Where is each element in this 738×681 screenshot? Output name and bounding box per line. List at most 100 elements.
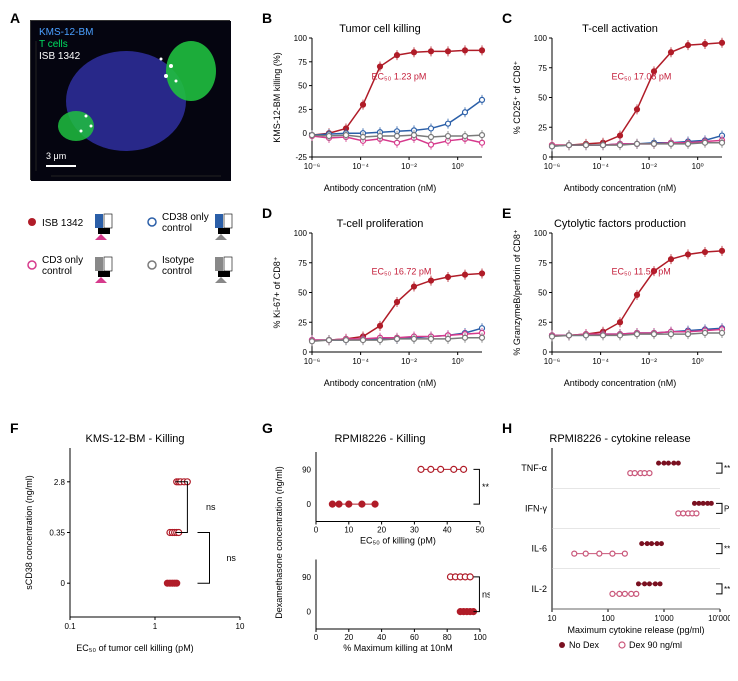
svg-text:10⁻⁶: 10⁻⁶	[304, 162, 320, 171]
svg-text:20: 20	[344, 633, 353, 642]
svg-text:2.8: 2.8	[54, 478, 66, 487]
svg-text:10⁻⁶: 10⁻⁶	[304, 357, 320, 366]
svg-text:Maximum cytokine release (pg/m: Maximum cytokine release (pg/ml)	[567, 625, 704, 635]
svg-text:100: 100	[601, 614, 615, 623]
svg-text:ns: ns	[206, 502, 216, 512]
svg-text:**: **	[724, 585, 730, 594]
svg-text:75: 75	[538, 259, 547, 268]
control-legend-svg: ISB 1342 CD38 only control CD3 only cont…	[20, 210, 250, 300]
svg-text:0: 0	[303, 348, 308, 357]
svg-text:100: 100	[534, 229, 548, 238]
svg-text:90: 90	[302, 573, 311, 582]
panel-h: RPMI8226 - cytokine release101001'00010'…	[510, 430, 730, 655]
chart: Cytolytic factors production025507510010…	[510, 215, 730, 390]
svg-text:25: 25	[298, 318, 307, 327]
svg-text:IL-2: IL-2	[531, 584, 547, 594]
svg-text:IL-6: IL-6	[531, 544, 547, 554]
svg-text:EC₅₀ 17.08 pM: EC₅₀ 17.08 pM	[612, 72, 672, 82]
svg-text:1'000: 1'000	[654, 614, 674, 623]
legend-cd38-1: CD38 only	[162, 212, 209, 223]
svg-text:Dex 90 ng/ml: Dex 90 ng/ml	[629, 640, 682, 650]
svg-text:**: **	[724, 545, 730, 554]
svg-text:0: 0	[61, 579, 66, 588]
svg-text:TNF-α: TNF-α	[521, 463, 547, 473]
legend-cd38-2: control	[162, 223, 192, 234]
svg-text:10⁰: 10⁰	[692, 357, 704, 366]
svg-text:0: 0	[543, 153, 548, 162]
svg-text:0: 0	[303, 129, 308, 138]
panel-d: T-cell proliferation025507510010⁻⁶10⁻⁴10…	[270, 215, 490, 390]
svg-text:10⁻⁴: 10⁻⁴	[352, 162, 369, 171]
svg-text:50: 50	[298, 82, 307, 91]
svg-text:100: 100	[473, 633, 487, 642]
svg-text:100: 100	[294, 229, 308, 238]
svg-text:0.1: 0.1	[64, 622, 76, 631]
svg-text:0: 0	[314, 633, 319, 642]
svg-text:25: 25	[538, 318, 547, 327]
micro-label-0: KMS-12-BM	[39, 27, 93, 39]
chart: T-cell proliferation025507510010⁻⁶10⁻⁴10…	[270, 215, 490, 390]
svg-text:50: 50	[298, 289, 307, 298]
svg-text:10⁻⁶: 10⁻⁶	[544, 357, 560, 366]
svg-text:50: 50	[538, 94, 547, 103]
svg-text:KMS-12-BM - Killing: KMS-12-BM - Killing	[85, 433, 184, 445]
svg-text:EC₅₀ of killing (pM): EC₅₀ of killing (pM)	[360, 536, 436, 546]
svg-text:10⁻²: 10⁻²	[641, 357, 657, 366]
svg-text:25: 25	[298, 105, 307, 114]
svg-text:10⁰: 10⁰	[692, 162, 704, 171]
legend-iso-2: control	[162, 266, 192, 277]
svg-text:75: 75	[298, 58, 307, 67]
svg-text:10⁻²: 10⁻²	[401, 357, 417, 366]
svg-text:60: 60	[410, 633, 419, 642]
svg-text:10⁻²: 10⁻²	[641, 162, 657, 171]
svg-text:T-cell activation: T-cell activation	[582, 23, 658, 35]
panel-b: Tumor cell killing -25 0 25 50 75 100 10⁻⁶ 10⁻⁴ 1…	[270, 20, 490, 195]
svg-text:10: 10	[236, 622, 245, 631]
svg-text:10⁻⁴: 10⁻⁴	[352, 357, 369, 366]
micro-label-1: T cells	[39, 39, 93, 51]
panel-e: Cytolytic factors production025507510010…	[510, 215, 730, 390]
svg-text:EC₅₀ 16.72 pM: EC₅₀ 16.72 pM	[372, 267, 432, 277]
chart: T-cell activation025507510010⁻⁶10⁻⁴10⁻²1…	[510, 20, 730, 195]
svg-text:100: 100	[534, 34, 548, 43]
svg-text:20: 20	[377, 526, 386, 535]
legend-iso-1: Isotype	[162, 255, 195, 266]
svg-text:-25: -25	[295, 153, 307, 162]
control-legend: ISB 1342 CD38 only control CD3 only cont…	[20, 210, 250, 300]
svg-text:ns: ns	[482, 589, 490, 599]
panel-a-microscopy: KMS-12-BM T cells ISB 1342 3 μm	[30, 20, 230, 180]
svg-text:25: 25	[538, 123, 547, 132]
svg-text:10⁻⁴: 10⁻⁴	[592, 357, 609, 366]
svg-text:50: 50	[476, 526, 485, 535]
scale-bar-label: 3 μm	[46, 151, 66, 161]
svg-text:10⁰: 10⁰	[452, 162, 464, 171]
svg-text:IFN-γ: IFN-γ	[525, 503, 547, 513]
svg-text:40: 40	[377, 633, 386, 642]
svg-text:Antibody concentration (nM): Antibody concentration (nM)	[564, 378, 677, 388]
svg-text:0: 0	[543, 348, 548, 357]
svg-text:% Maximum killing at 10nM: % Maximum killing at 10nM	[343, 643, 453, 653]
svg-text:100: 100	[294, 34, 308, 43]
svg-text:40: 40	[443, 526, 452, 535]
svg-text:T-cell proliferation: T-cell proliferation	[337, 218, 424, 230]
svg-text:% CD25⁺ of CD8⁺: % CD25⁺ of CD8⁺	[512, 60, 522, 134]
svg-text:80: 80	[443, 633, 452, 642]
svg-text:0: 0	[307, 500, 312, 509]
figure-root: A KMS-12-BM	[0, 0, 738, 681]
svg-text:1: 1	[153, 622, 158, 631]
svg-text:EC₅₀ 11.53 pM: EC₅₀ 11.53 pM	[612, 267, 671, 277]
microscopy-image: KMS-12-BM T cells ISB 1342 3 μm	[30, 20, 230, 180]
svg-text:30: 30	[410, 526, 419, 535]
svg-text:**: **	[482, 482, 490, 492]
svg-text:50: 50	[538, 289, 547, 298]
svg-text:% Ki-67+ of CD8⁺: % Ki-67+ of CD8⁺	[272, 256, 282, 328]
panel-label-f: F	[10, 420, 19, 436]
svg-text:75: 75	[538, 64, 547, 73]
svg-text:10⁻⁶: 10⁻⁶	[544, 162, 560, 171]
svg-text:EC₅₀ 1.23 pM: EC₅₀ 1.23 pM	[372, 72, 427, 82]
svg-text:***: ***	[724, 464, 730, 473]
svg-text:10⁰: 10⁰	[452, 357, 464, 366]
panel-label-a: A	[10, 10, 20, 26]
svg-text:ns: ns	[226, 553, 236, 563]
svg-text:Tumor cell killing: Tumor cell killing	[339, 23, 421, 35]
